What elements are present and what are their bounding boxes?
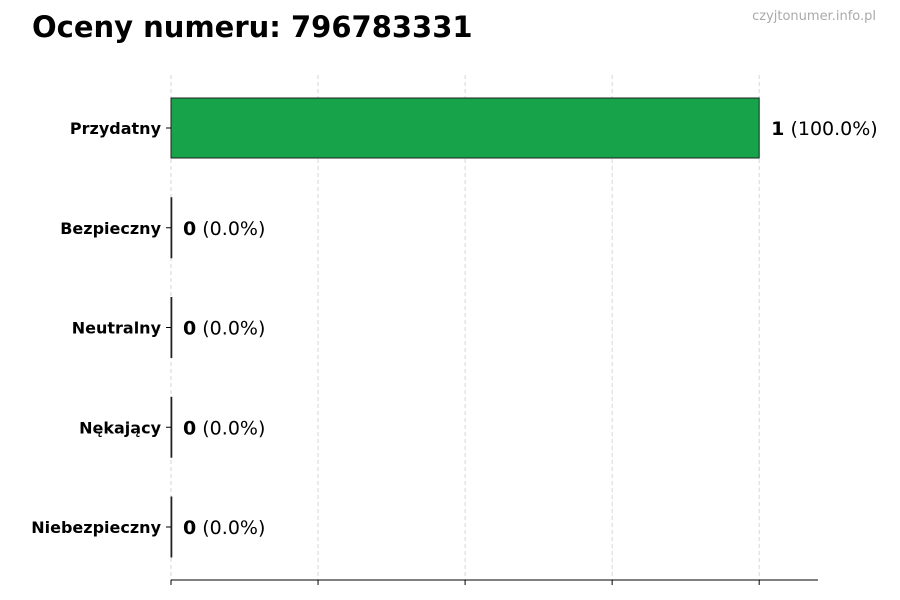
- category-label-1: Bezpieczny: [60, 219, 161, 238]
- category-label-4: Niebezpieczny: [31, 518, 161, 537]
- data-label-4: 0 (0.0%): [183, 517, 265, 539]
- bar-1: [170, 197, 173, 259]
- bar-3: [170, 396, 173, 458]
- category-label-0: Przydatny: [70, 119, 162, 138]
- data-value-4: 0: [183, 517, 196, 539]
- data-label-1: 0 (0.0%): [183, 218, 265, 240]
- data-value-2: 0: [183, 318, 196, 340]
- data-label-3: 0 (0.0%): [183, 417, 265, 439]
- watermark: czyjtonumer.info.pl: [752, 9, 876, 24]
- data-percent-2: (0.0%): [196, 318, 265, 340]
- chart-title: Oceny numeru: 796783331: [32, 10, 473, 44]
- data-percent-4: (0.0%): [196, 517, 265, 539]
- data-percent-3: (0.0%): [196, 417, 265, 439]
- bar-4: [170, 496, 173, 558]
- bar-2: [170, 297, 173, 358]
- data-value-1: 0: [183, 218, 196, 240]
- data-label-0: 1 (100.0%): [771, 118, 878, 140]
- data-value-3: 0: [183, 417, 196, 439]
- data-label-2: 0 (0.0%): [183, 318, 265, 340]
- bar-0: [170, 97, 760, 159]
- data-percent-1: (0.0%): [196, 218, 265, 240]
- category-label-2: Neutralny: [72, 319, 162, 338]
- data-value-0: 1: [771, 118, 784, 140]
- category-label-3: Nękający: [79, 418, 161, 437]
- data-percent-0: (100.0%): [784, 118, 877, 140]
